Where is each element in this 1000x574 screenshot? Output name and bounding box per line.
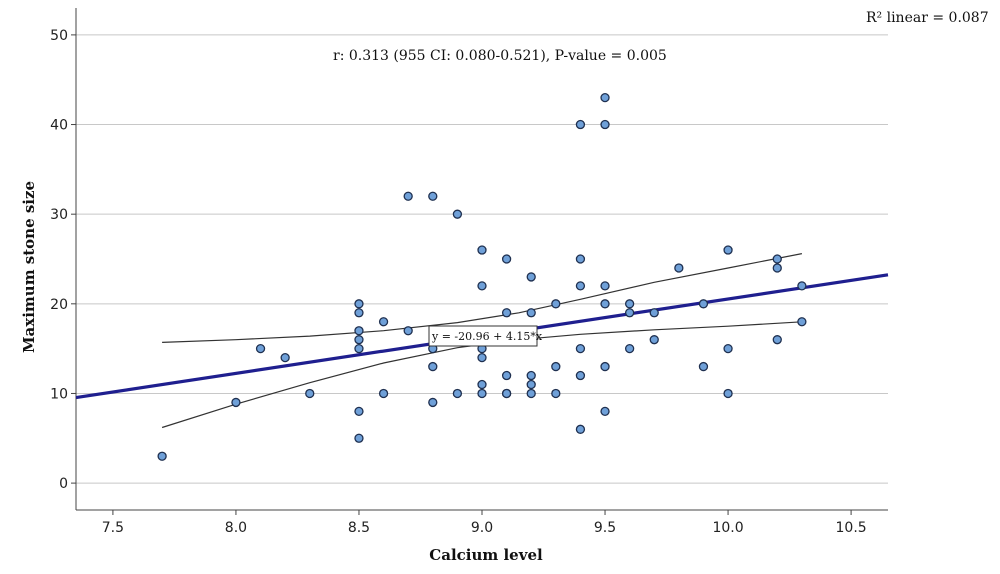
data-point <box>501 254 512 264</box>
data-point <box>772 335 782 345</box>
data-point <box>477 379 487 390</box>
data-point <box>600 92 610 103</box>
data-point <box>526 370 536 381</box>
x-tick-label: 8.5 <box>348 520 370 536</box>
data-point <box>575 370 586 381</box>
data-point <box>624 308 635 318</box>
data-point <box>452 209 463 219</box>
data-point <box>575 343 586 354</box>
x-axis-title: Calcium level <box>429 546 543 564</box>
data-point <box>477 352 487 363</box>
data-point <box>624 299 635 309</box>
data-points <box>157 92 807 461</box>
data-point <box>575 119 586 130</box>
data-point <box>255 343 266 354</box>
data-point <box>772 254 782 264</box>
y-tick-label: 20 <box>50 297 68 313</box>
data-point <box>649 308 659 318</box>
data-point <box>157 451 167 461</box>
data-point <box>501 388 512 399</box>
data-point <box>305 388 315 399</box>
data-point <box>624 343 635 354</box>
equation-box-frame <box>428 325 538 347</box>
x-tick-label: 7.5 <box>102 520 124 536</box>
data-point <box>452 388 463 399</box>
data-point <box>772 263 782 273</box>
data-point <box>354 343 364 354</box>
data-point <box>501 370 512 381</box>
data-point <box>477 245 487 255</box>
data-point <box>723 343 733 354</box>
data-point <box>231 397 241 408</box>
data-point <box>403 326 413 336</box>
data-point <box>551 388 561 399</box>
data-point <box>378 317 389 327</box>
x-tick-label: 10.0 <box>712 520 743 536</box>
x-tick-label: 8.0 <box>225 520 247 536</box>
data-point <box>526 308 536 318</box>
y-tick-label: 10 <box>50 386 68 402</box>
data-point <box>649 335 659 345</box>
data-point <box>428 397 438 408</box>
data-point <box>600 299 610 309</box>
data-point <box>674 263 684 273</box>
data-point <box>477 281 487 291</box>
r-squared-label: R² linear = 0.087 <box>866 10 989 26</box>
data-point <box>526 379 536 390</box>
data-point <box>600 281 610 291</box>
x-tick-label: 9.5 <box>594 520 616 536</box>
data-point <box>354 299 364 309</box>
x-tick-label: 10.5 <box>836 520 867 536</box>
data-point <box>428 361 438 372</box>
y-tick-label: 0 <box>59 476 68 492</box>
y-tick-labels: 0 10 20 30 40 50 <box>50 28 76 492</box>
data-point <box>575 254 586 264</box>
data-point <box>354 335 364 345</box>
x-tick-labels: 7.5 8.0 8.5 9.0 9.5 10.0 10.5 <box>102 510 867 536</box>
data-point <box>477 388 487 399</box>
data-point <box>600 406 610 417</box>
data-point <box>575 281 586 291</box>
data-point <box>600 361 610 372</box>
data-point <box>526 388 536 399</box>
data-point <box>354 326 364 336</box>
ci-upper-line <box>162 253 803 343</box>
data-point <box>280 352 290 363</box>
data-point <box>551 299 561 309</box>
data-point <box>403 191 413 201</box>
y-axis-title: Maximum stone size <box>20 181 38 353</box>
correlation-annotation: r: 0.313 (955 CI: 0.080-0.521), P-value … <box>333 48 667 64</box>
equation-box: y = -20.96 + 4.15*x <box>428 325 543 347</box>
data-point <box>698 361 709 372</box>
y-tick-label: 30 <box>50 207 68 223</box>
data-point <box>526 272 536 282</box>
y-tick-label: 40 <box>50 118 68 134</box>
data-point <box>354 433 364 443</box>
data-point <box>378 388 389 399</box>
data-point <box>575 424 586 434</box>
data-point <box>698 299 709 309</box>
axes <box>75 8 888 511</box>
grid-lines <box>76 34 888 484</box>
data-point <box>797 317 807 327</box>
data-point <box>723 245 733 255</box>
equation-label: y = -20.96 + 4.15*x <box>431 330 543 343</box>
y-tick-label: 50 <box>50 28 68 44</box>
data-point <box>501 308 512 318</box>
data-point <box>354 308 364 318</box>
data-point <box>551 361 561 372</box>
data-point <box>428 191 438 201</box>
data-point <box>797 281 807 291</box>
data-point <box>354 406 364 417</box>
x-tick-label: 9.0 <box>471 520 493 536</box>
data-point <box>723 388 733 399</box>
data-point <box>600 119 610 130</box>
